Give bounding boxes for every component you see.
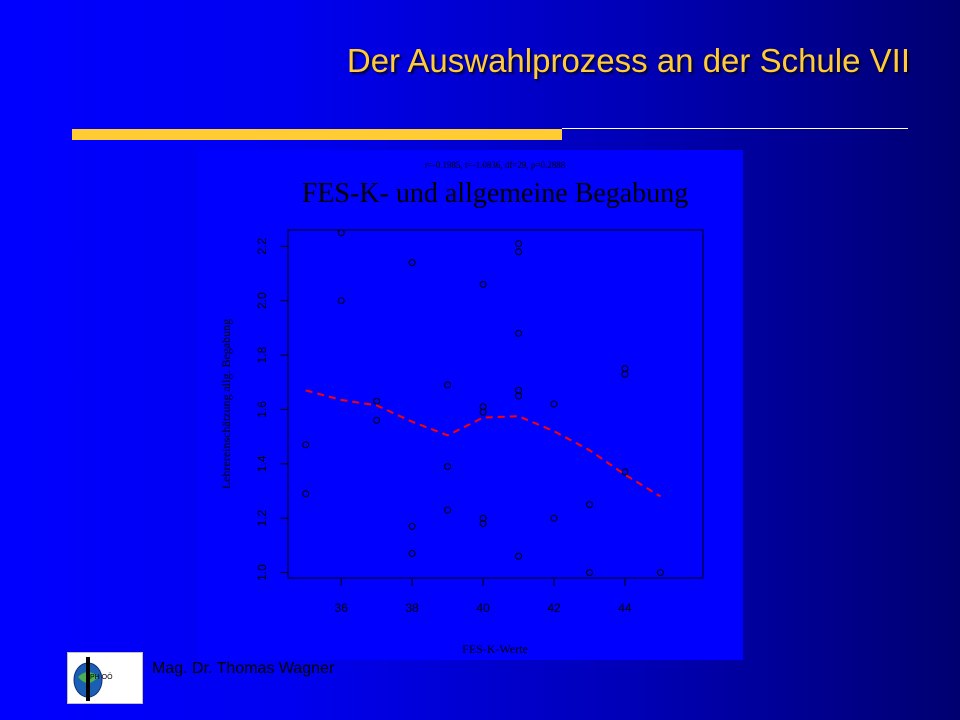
data-point — [479, 408, 487, 416]
chart-title: FES-K- und allgemeine Begabung — [302, 178, 688, 209]
y-tick-label: 1.8 — [255, 346, 269, 363]
slide-title: Der Auswahlprozess an der Schule VII — [346, 42, 910, 79]
data-point — [337, 229, 345, 237]
title-divider-line — [562, 128, 908, 129]
data-point — [408, 522, 416, 530]
data-point — [444, 463, 452, 471]
data-points — [302, 229, 664, 577]
author-name: Mag. Dr. Thomas Wagner — [152, 660, 335, 677]
data-point — [444, 506, 452, 514]
data-point — [550, 400, 558, 408]
y-tick-label: 1.6 — [255, 401, 269, 418]
data-point — [515, 248, 523, 256]
data-point — [373, 416, 381, 424]
y-axis-label: Lehrereinschätzung allg. Begabung — [219, 319, 233, 489]
data-point — [408, 550, 416, 558]
data-point — [515, 329, 523, 337]
logo-phi-icon: PH OÖ — [73, 657, 113, 701]
data-point — [302, 490, 310, 498]
x-axis: 36 38 40 42 44 — [335, 578, 632, 615]
x-tick-label: 42 — [547, 601, 561, 615]
data-point — [479, 520, 487, 528]
data-point — [515, 386, 523, 394]
data-point — [585, 501, 593, 509]
data-point — [479, 403, 487, 411]
x-tick-label: 44 — [618, 601, 632, 615]
data-point — [515, 240, 523, 248]
x-tick-label: 40 — [476, 601, 490, 615]
data-point — [302, 441, 310, 449]
data-point — [550, 514, 558, 522]
y-tick-label: 1.4 — [255, 455, 269, 472]
data-point — [585, 569, 593, 577]
data-point — [479, 514, 487, 522]
data-point — [515, 392, 523, 400]
chart-stats-line: r=-0.1985, t=-1.0836, df=29, p=0.2888 — [425, 160, 566, 170]
data-point — [337, 297, 345, 305]
chart-background — [198, 150, 743, 660]
plot-frame — [287, 229, 704, 579]
data-point — [408, 259, 416, 267]
data-point — [656, 569, 664, 577]
smoothing-line — [305, 389, 661, 498]
data-point — [373, 397, 381, 405]
ph-ooe-logo: PH OÖ — [67, 652, 143, 704]
x-tick-label: 36 — [335, 601, 349, 615]
y-tick-label: 1.2 — [255, 510, 269, 527]
data-point — [621, 370, 629, 378]
y-tick-label: 1.0 — [255, 564, 269, 581]
data-point — [515, 552, 523, 560]
logo-text: PH OÖ — [90, 673, 113, 681]
y-axis: 1.0 1.2 1.4 1.6 1.8 2.0 2.2 — [255, 238, 288, 581]
title-accent-bar — [72, 129, 562, 140]
data-point — [479, 280, 487, 288]
x-tick-label: 38 — [405, 601, 419, 615]
data-point — [444, 381, 452, 389]
y-tick-label: 2.0 — [255, 292, 269, 309]
y-tick-label: 2.2 — [255, 238, 269, 255]
data-point — [621, 365, 629, 373]
x-axis-label: FES-K-Werte — [462, 642, 528, 656]
